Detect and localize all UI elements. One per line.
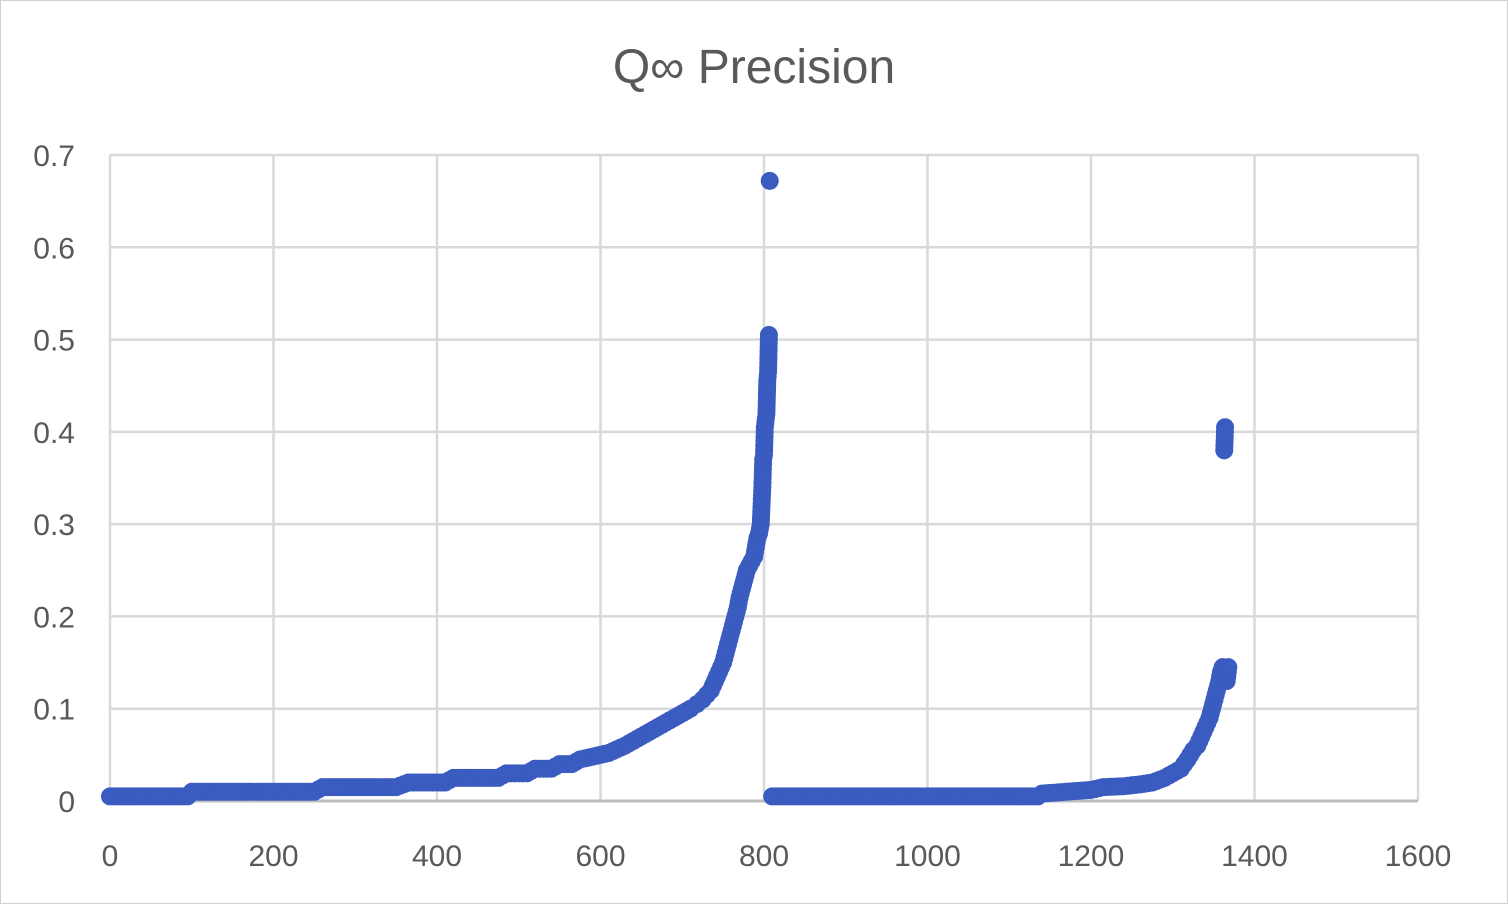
chart-title: Q∞ Precision	[612, 41, 896, 94]
y-tick-label: 0.3	[33, 509, 75, 542]
data-point	[1219, 658, 1238, 677]
data-point	[760, 171, 779, 190]
y-tick-label: 0.1	[33, 694, 75, 727]
data-point	[1216, 418, 1235, 437]
y-tick-label: 0.5	[33, 325, 75, 358]
y-tick-label: 0.7	[33, 140, 75, 173]
x-tick-label: 200	[248, 840, 298, 873]
point-layer	[101, 171, 1238, 806]
x-tick-label: 1000	[894, 840, 961, 873]
x-tick-label: 1400	[1221, 840, 1288, 873]
y-tick-label: 0.4	[33, 417, 75, 450]
x-tick-label: 600	[575, 840, 625, 873]
x-tick-label: 1200	[1058, 840, 1125, 873]
tick-label-layer: 0 200 400 600 800 1000 1200 1400 1600 0 0.1 0.2 0.3 0…	[33, 140, 1451, 873]
x-tick-label: 1600	[1385, 840, 1452, 873]
y-tick-label: 0.2	[33, 601, 75, 634]
data-point	[759, 325, 778, 344]
x-tick-label: 800	[739, 840, 789, 873]
y-tick-label: 0.6	[33, 232, 75, 265]
x-tick-label: 400	[412, 840, 462, 873]
y-tick-label: 0	[58, 786, 75, 819]
x-tick-label: 0	[102, 840, 119, 873]
